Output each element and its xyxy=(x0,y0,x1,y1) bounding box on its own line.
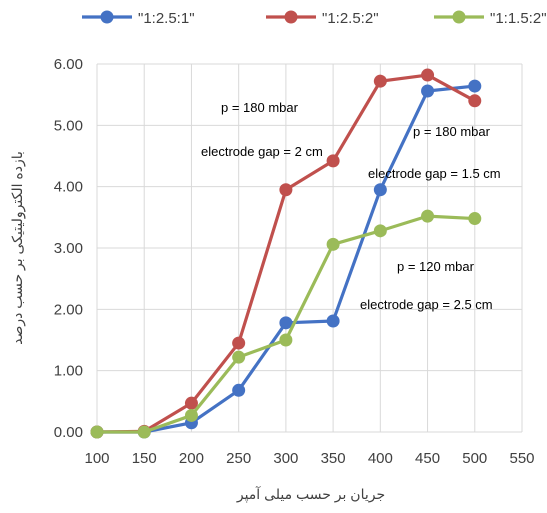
x-tick-label: 250 xyxy=(226,450,251,467)
series-3 xyxy=(90,209,482,439)
data-point xyxy=(326,314,340,328)
annotation-pressure-series2: p = 180 mbar xyxy=(221,100,299,115)
y-tick-label: 2.00 xyxy=(54,301,83,318)
x-tick-label: 450 xyxy=(415,450,440,467)
x-axis-title: جریان بر حسب میلی آمپر xyxy=(236,486,385,503)
data-point xyxy=(468,94,482,108)
y-axis-ticks: 0.00 1.00 2.00 3.00 4.00 5.00 6.00 xyxy=(54,56,83,441)
data-point xyxy=(279,333,293,347)
legend-item: "1:2.5:2" xyxy=(266,10,379,27)
data-point xyxy=(326,237,340,251)
legend-label: "1:2.5:2" xyxy=(322,10,379,27)
annotation-gap-series1: electrode gap = 1.5 cm xyxy=(368,166,501,181)
data-point xyxy=(421,209,435,223)
annotation-pressure-series1: p = 180 mbar xyxy=(413,124,491,139)
y-tick-label: 3.00 xyxy=(54,240,83,257)
annotation-gap-series2: electrode gap = 2 cm xyxy=(201,144,323,159)
gridlines xyxy=(96,63,523,433)
data-point xyxy=(232,350,246,364)
data-point xyxy=(373,224,387,238)
x-tick-label: 400 xyxy=(368,450,393,467)
x-tick-label: 550 xyxy=(509,450,534,467)
data-point xyxy=(279,183,293,197)
annotation-gap-series3: electrode gap = 2.5 cm xyxy=(360,297,493,312)
x-tick-label: 300 xyxy=(273,450,298,467)
legend-swatch-marker xyxy=(452,10,466,24)
data-point xyxy=(373,74,387,88)
x-tick-label: 200 xyxy=(179,450,204,467)
data-point xyxy=(468,212,482,226)
data-point xyxy=(90,425,104,439)
legend-item: "1:1.5:2" xyxy=(434,10,547,27)
y-tick-label: 0.00 xyxy=(54,424,83,441)
data-point xyxy=(279,316,293,330)
data-point xyxy=(232,383,246,397)
legend-label: "1:2.5:1" xyxy=(138,10,195,27)
y-tick-label: 5.00 xyxy=(54,117,83,134)
data-point xyxy=(468,79,482,93)
data-point xyxy=(421,84,435,98)
legend-item: "1:2.5:1" xyxy=(82,10,195,27)
y-tick-label: 4.00 xyxy=(54,179,83,196)
data-point xyxy=(373,183,387,197)
annotation-pressure-series3: p = 120 mbar xyxy=(397,259,475,274)
y-tick-label: 1.00 xyxy=(54,363,83,380)
series-lines xyxy=(90,68,482,439)
data-point xyxy=(184,408,198,422)
x-tick-label: 500 xyxy=(462,450,487,467)
x-tick-label: 100 xyxy=(84,450,109,467)
legend-label: "1:1.5:2" xyxy=(490,10,547,27)
x-axis-ticks: 100 150 200 250 300 350 400 450 500 550 xyxy=(84,450,534,467)
data-point xyxy=(421,68,435,82)
data-point xyxy=(232,336,246,350)
legend-swatch-marker xyxy=(100,10,114,24)
legend-swatch-marker xyxy=(284,10,298,24)
x-tick-label: 150 xyxy=(132,450,157,467)
data-point xyxy=(184,396,198,410)
x-tick-label: 350 xyxy=(321,450,346,467)
y-tick-label: 6.00 xyxy=(54,56,83,73)
legend: "1:2.5:1" "1:2.5:2" "1:1.5:2" xyxy=(82,10,547,27)
series-2 xyxy=(90,68,482,439)
annotations: p = 180 mbar electrode gap = 2 cm p = 18… xyxy=(201,100,501,312)
data-point xyxy=(326,154,340,168)
y-axis-title: بازده الکترولیتیکی بر حسب درصد xyxy=(9,151,26,345)
data-point xyxy=(137,425,151,439)
